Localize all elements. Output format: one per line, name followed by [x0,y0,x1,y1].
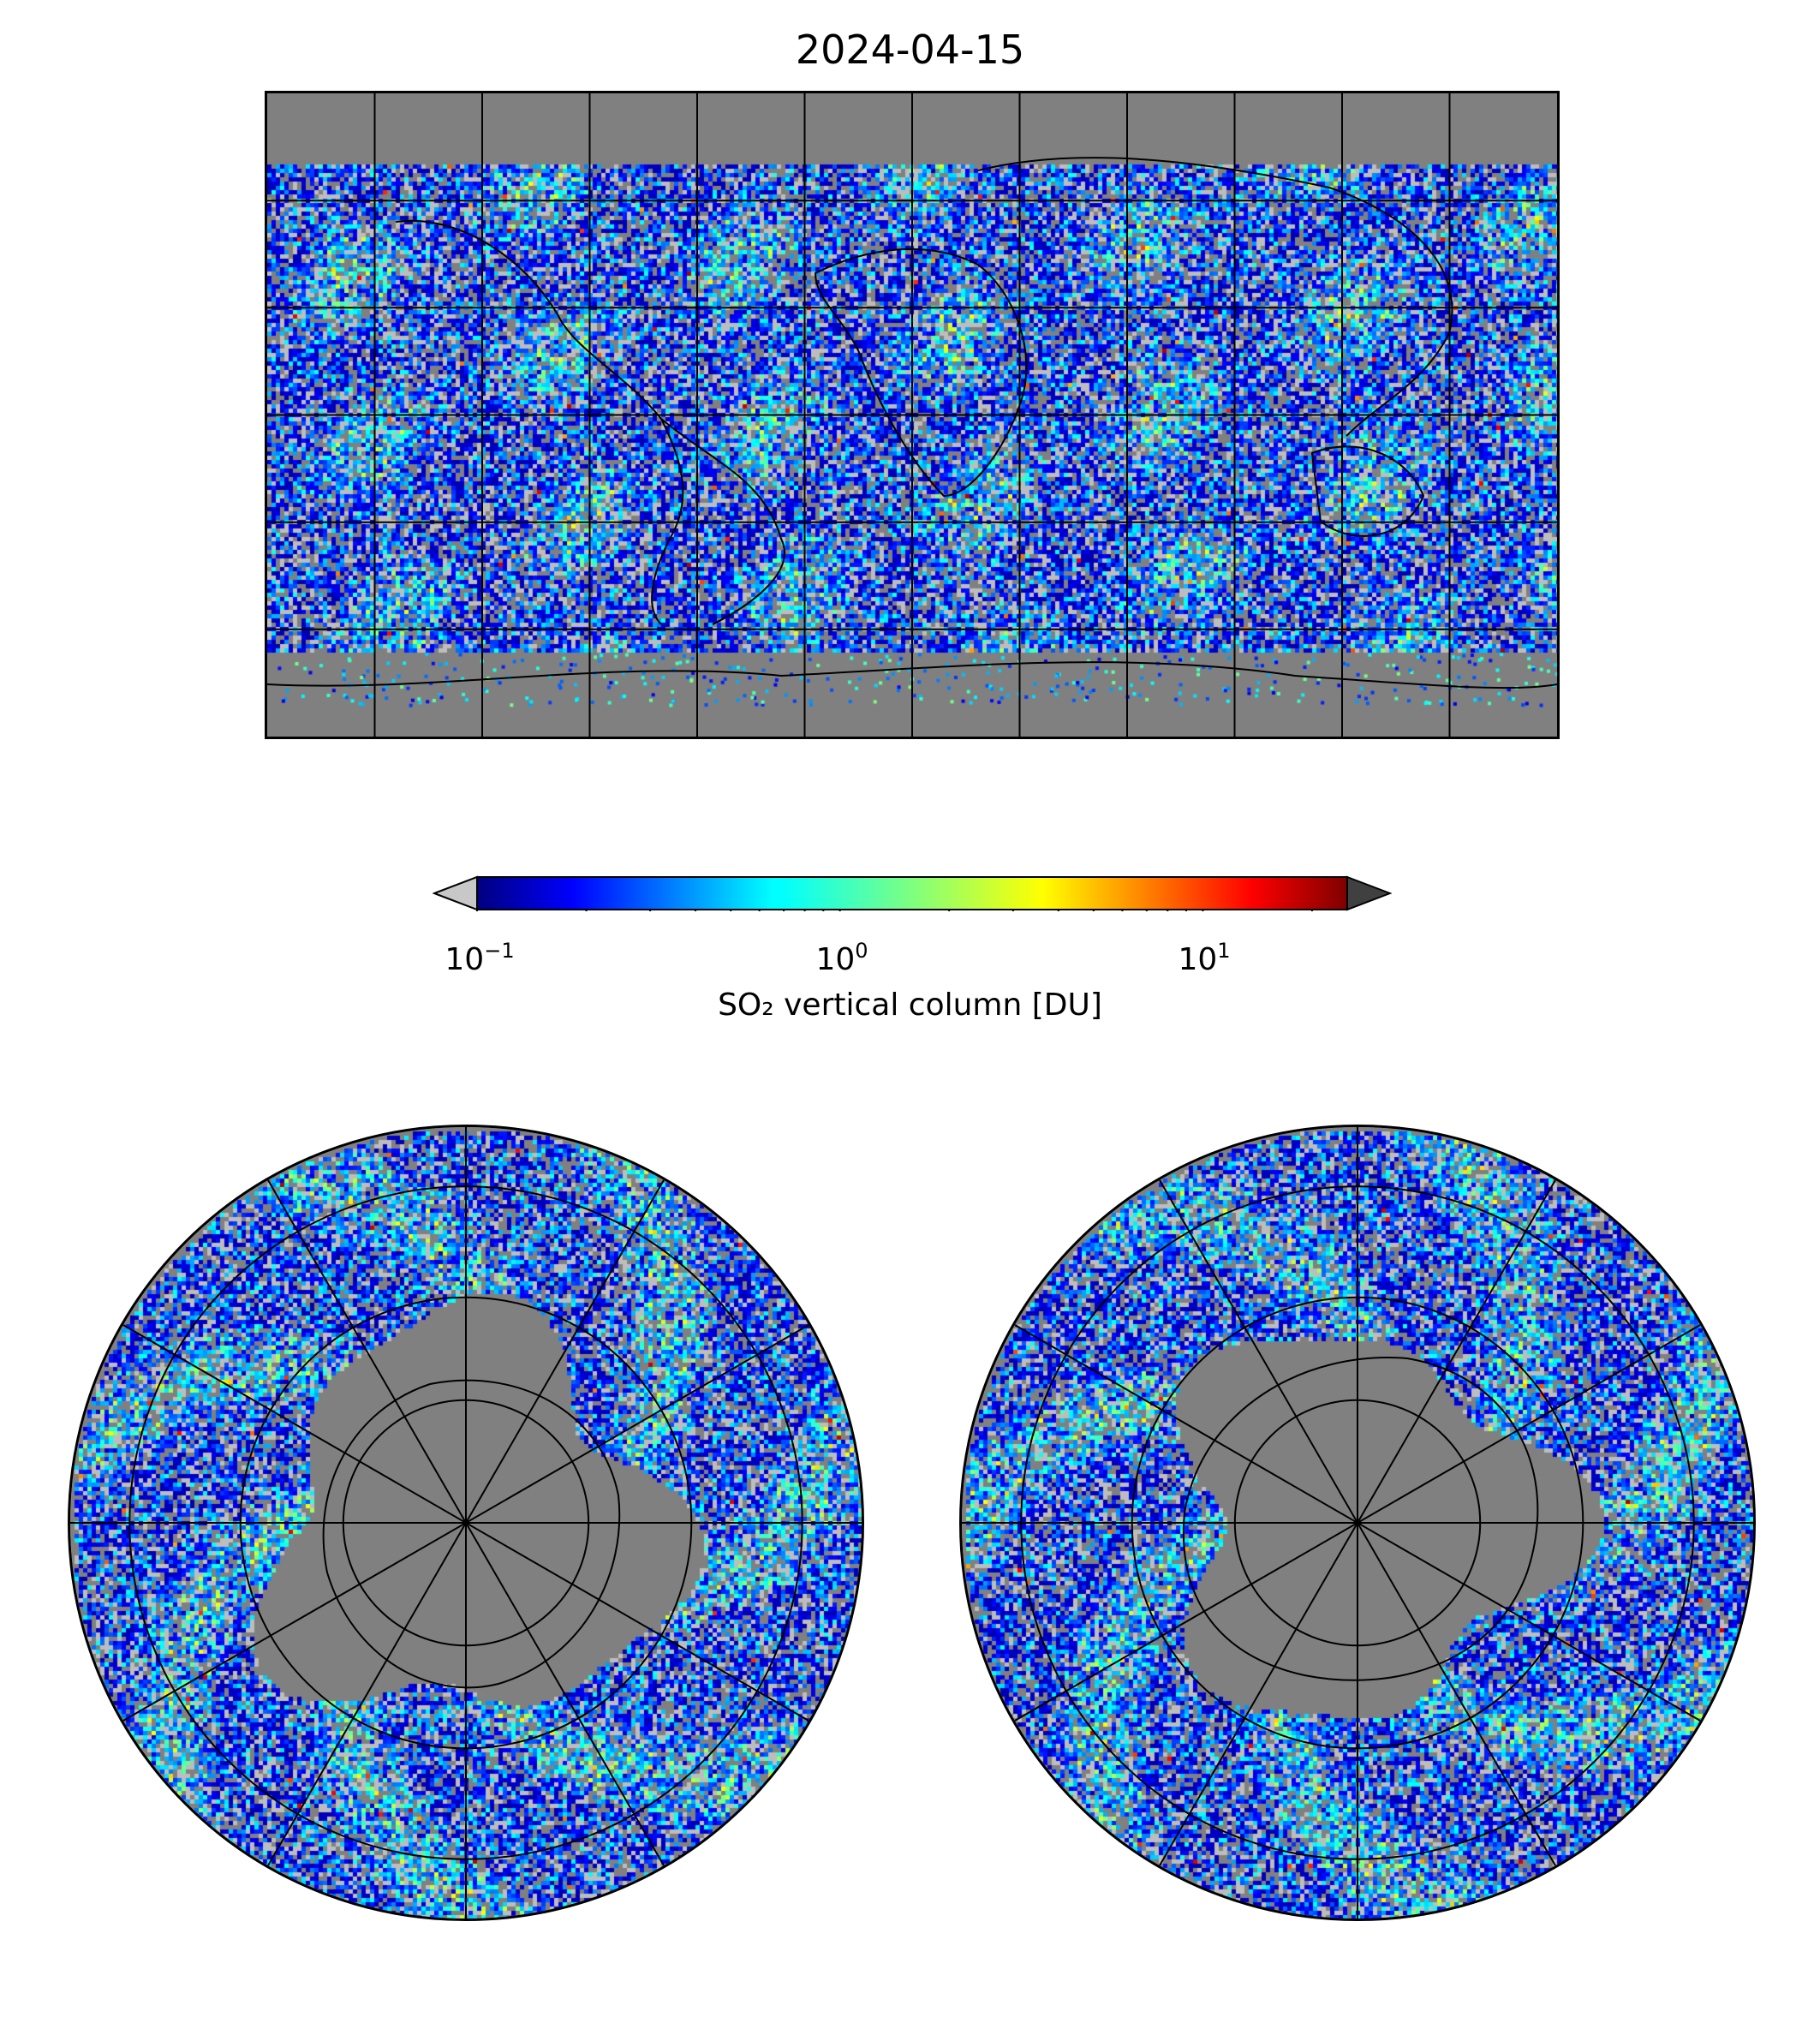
north-polar-gridlines [70,1127,862,1919]
colorbar-under-extension [433,875,478,911]
south-polar-gridlines [962,1127,1753,1919]
colorbar-ticks [476,910,1313,911]
colorbar-tick-label-2: 100 [815,939,868,977]
colorbar-gradient [477,877,1347,910]
south-polar-map [959,1125,1756,1921]
colorbar [433,875,1392,911]
colorbar-over-extension [1346,875,1392,911]
global-map [265,91,1560,739]
global-gridlines [267,93,1557,737]
map-title: 2024-04-15 [795,27,1025,73]
colorbar-label: SO₂ vertical column [DU] [718,988,1102,1023]
north-polar-map [68,1125,864,1921]
colorbar-tick-label-1: 10−1 [445,939,515,977]
colorbar-tick-label-3: 101 [1178,939,1231,977]
